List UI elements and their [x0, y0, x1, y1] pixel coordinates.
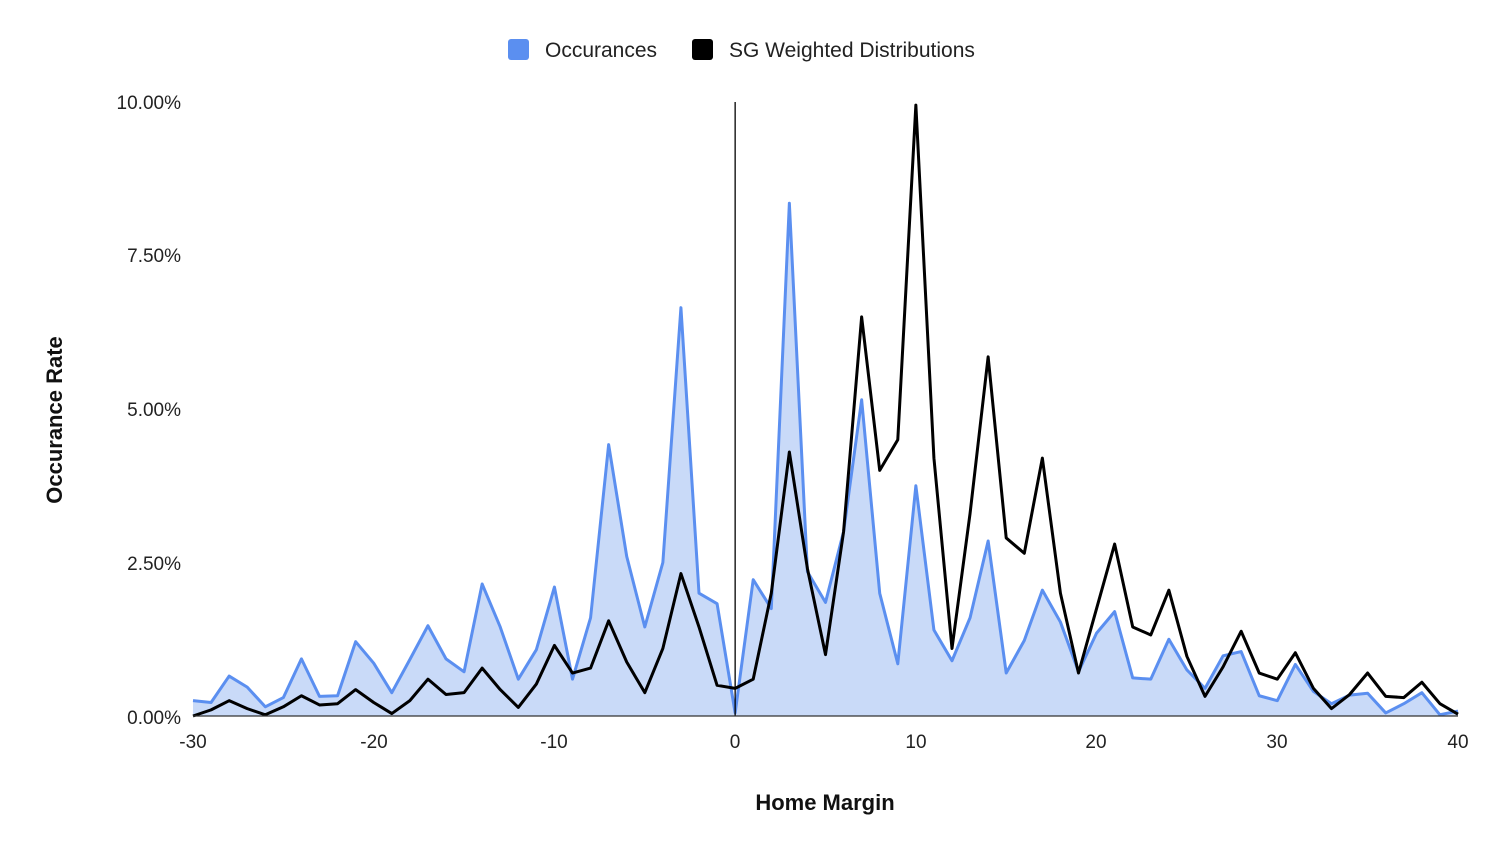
series-sg-weighted-line: [192, 103, 1459, 718]
x-tick-label: 40: [1447, 732, 1468, 753]
legend: Occurances SG Weighted Distributions: [508, 39, 975, 62]
y-tick-label: 10.00%: [117, 93, 182, 114]
series-occurances-area: [192, 201, 1459, 717]
y-tick-label: 7.50%: [127, 246, 181, 267]
legend-label-occurances: Occurances: [545, 39, 657, 62]
y-tick-label: 2.50%: [127, 554, 181, 575]
legend-label-sg-weighted: SG Weighted Distributions: [729, 39, 975, 62]
x-tick-label: 0: [730, 732, 741, 753]
x-tick-label: -10: [540, 732, 567, 753]
x-tick-label: 20: [1085, 732, 1106, 753]
x-tick-label: 30: [1266, 732, 1287, 753]
x-axis-ticks: -30 -20 -10 0 10 20 30 40: [179, 732, 1468, 753]
occurances-area-fill: [193, 203, 1458, 716]
x-tick-label: 10: [905, 732, 926, 753]
sg-weighted-line: [192, 103, 1459, 718]
y-tick-label: 0.00%: [127, 708, 181, 729]
y-axis-ticks: 0.00% 2.50% 5.00% 7.50% 10.00%: [117, 93, 182, 729]
occurances-line: [192, 201, 1459, 717]
x-tick-label: -30: [179, 732, 206, 753]
y-tick-label: 5.00%: [127, 400, 181, 421]
y-axis-title: Occurance Rate: [42, 336, 67, 504]
x-axis-title: Home Margin: [755, 790, 894, 815]
legend-swatch-occurances: [508, 39, 529, 60]
legend-swatch-sg-weighted: [692, 39, 713, 60]
x-tick-label: -20: [360, 732, 387, 753]
